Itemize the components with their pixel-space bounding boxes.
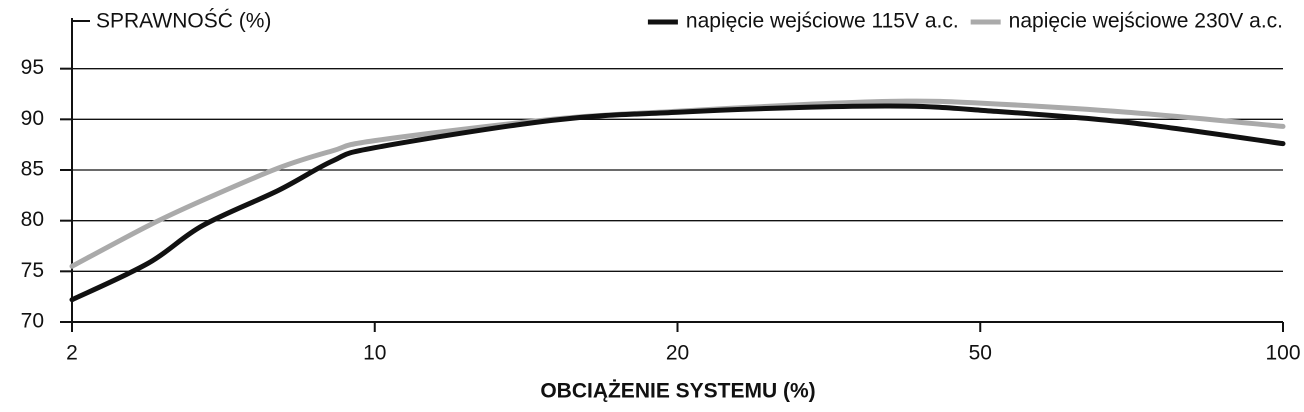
y-tick-label: 85 xyxy=(21,158,44,181)
y-tick-label: 80 xyxy=(21,208,44,231)
y-tick-label: 95 xyxy=(21,56,44,79)
legend-label: napięcie wejściowe 115V a.c. xyxy=(686,10,959,33)
x-tick-label: 20 xyxy=(666,342,689,365)
legend-label: napięcie wejściowe 230V a.c. xyxy=(1009,10,1283,33)
y-tick-label: 90 xyxy=(21,107,44,130)
x-tick-label: 50 xyxy=(969,342,992,365)
x-tick-label: 10 xyxy=(363,342,386,365)
x-tick-label: 100 xyxy=(1265,342,1300,365)
y-tick-label: 75 xyxy=(21,259,44,282)
x-tick-label: 2 xyxy=(66,342,78,365)
x-axis-label: OBCIĄŻENIE SYSTEMU (%) xyxy=(540,380,815,403)
y-tick-label: 70 xyxy=(21,310,44,333)
series-line xyxy=(69,103,1286,303)
y-axis-label: SPRAWNOŚĆ (%) xyxy=(96,9,271,33)
series-line xyxy=(69,98,1286,269)
